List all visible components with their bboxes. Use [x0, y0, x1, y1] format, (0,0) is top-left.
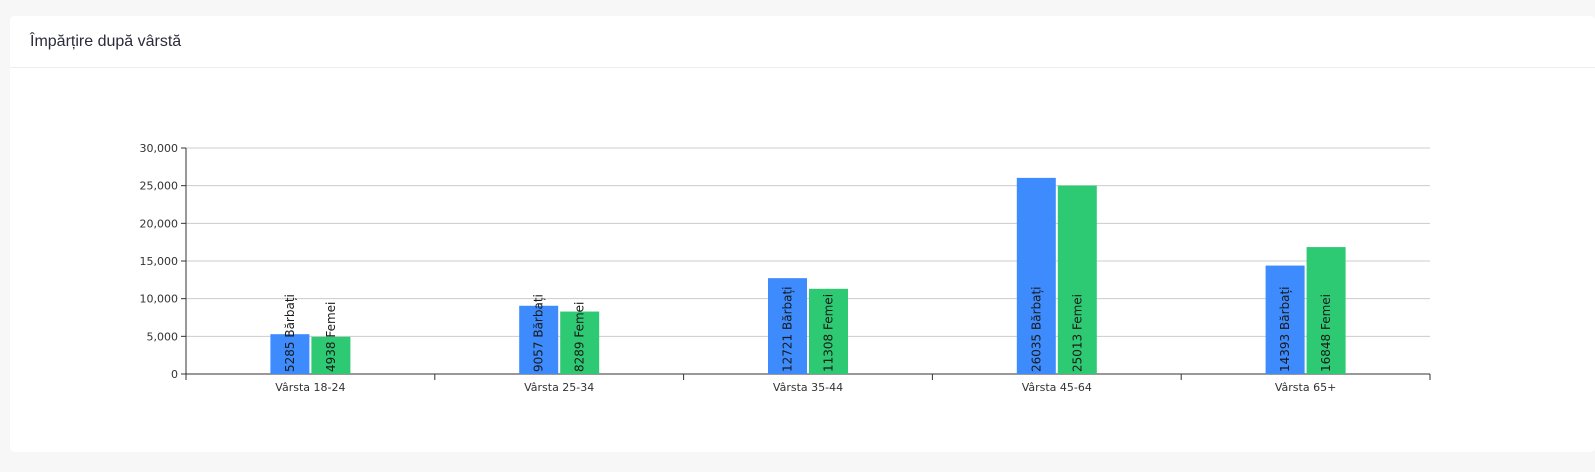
bar-femei: [1057, 185, 1097, 374]
bar-data-label: 12721 Bărbați: [781, 286, 795, 372]
bar-femei: [311, 336, 351, 374]
x-tick-label: Vârsta 25-34: [524, 381, 594, 394]
bar-femei: [560, 311, 600, 374]
bar-bărbați: [768, 278, 807, 374]
card-header: Împărțire după vârstă: [10, 16, 1595, 68]
x-tick-label: Vârsta 45-64: [1022, 381, 1092, 394]
y-tick-label: 25,000: [140, 180, 179, 193]
bar-data-label: 4938 Femei: [324, 302, 338, 372]
bar-data-label: 16848 Femei: [1319, 294, 1333, 372]
y-tick-label: 5,000: [147, 330, 179, 343]
bar-data-label: 14393 Bărbați: [1278, 286, 1292, 372]
card-title: Împărțire după vârstă: [30, 32, 182, 50]
bar-data-label: 5285 Bărbați: [283, 294, 297, 372]
y-tick-label: 0: [171, 368, 178, 381]
x-tick-label: Vârsta 35-44: [773, 381, 843, 394]
bar-bărbați: [519, 305, 559, 374]
bar-bărbați: [270, 334, 310, 374]
bar-bărbați: [1016, 177, 1056, 374]
y-tick-label: 15,000: [140, 255, 179, 268]
bar-bărbați: [1265, 265, 1305, 374]
bar-data-label: 11308 Femei: [822, 294, 836, 372]
bar-femei: [1306, 247, 1346, 374]
bar-femei: [809, 288, 848, 374]
bar-data-label: 8289 Femei: [573, 302, 587, 372]
y-tick-label: 10,000: [140, 293, 179, 306]
y-tick-label: 30,000: [140, 142, 179, 155]
age-distribution-card: Împărțire după vârstă: [10, 16, 1595, 452]
x-tick-label: Vârsta 18-24: [275, 381, 345, 394]
y-tick-label: 20,000: [140, 217, 179, 230]
bar-data-label: 9057 Bărbați: [532, 294, 546, 372]
bar-data-label: 25013 Femei: [1070, 294, 1084, 372]
x-tick-label: Vârsta 65+: [1275, 381, 1336, 394]
bar-data-label: 26035 Bărbați: [1029, 286, 1043, 372]
